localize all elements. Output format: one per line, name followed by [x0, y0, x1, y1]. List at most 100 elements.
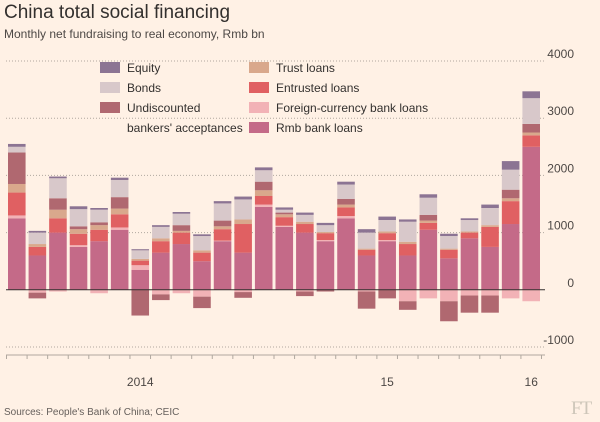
bar-segment-trust: [337, 204, 355, 208]
bar-segment-trust: [522, 132, 540, 136]
bar-segment-foreign: [90, 289, 108, 294]
bar-segment-entrusted: [90, 229, 108, 242]
bar-segment-foreign: [8, 215, 26, 219]
bar-segment-equity: [501, 161, 520, 170]
bar-segment-rmb: [398, 255, 417, 290]
legend-swatch-foreign: [249, 102, 269, 113]
bar-segment-foreign: [460, 289, 479, 296]
bar-segment-trust: [378, 231, 396, 234]
bar-segment-rmb: [254, 206, 273, 290]
legend-swatch-rmb: [249, 122, 269, 133]
bar-segment-entrusted: [378, 233, 396, 241]
bar-segment-bonds: [213, 203, 232, 221]
bar-segment-rmb: [69, 246, 88, 290]
bar-segment-equity: [481, 204, 499, 208]
bar-segment-foreign: [193, 289, 211, 297]
legend-swatch-entrusted: [249, 82, 269, 93]
bar-segment-bonds: [254, 170, 273, 182]
legend-label-undiscounted-line2: bankers' acceptances: [127, 121, 243, 135]
bar-segment-foreign: [69, 245, 88, 247]
y-tick-label: 2000: [547, 161, 574, 175]
x-tick-label: 15: [380, 375, 394, 389]
bar-segment-trust: [110, 208, 129, 215]
bar-segment-foreign: [296, 289, 314, 292]
bar-segment-entrusted: [419, 222, 438, 230]
bar-segment-bonds: [131, 250, 150, 259]
bar-segment-trust: [398, 241, 417, 245]
bar-segment-trust: [357, 248, 376, 250]
bar-segment-trust: [8, 183, 26, 193]
x-tick-label: 2014: [127, 375, 154, 389]
bar-segment-bonds: [193, 236, 211, 251]
bar-segment-bonds: [481, 208, 499, 226]
bar-segment-bonds: [90, 209, 108, 223]
bar-segment-equity: [419, 194, 438, 198]
bar-segment-entrusted: [28, 246, 47, 256]
bar-segment-entrusted: [131, 260, 150, 266]
y-tick-label: 4000: [547, 47, 574, 61]
bar-segment-rmb: [131, 269, 150, 290]
bar-segment-equity: [337, 181, 355, 185]
bars: [8, 91, 540, 322]
bar-segment-equity: [90, 208, 108, 210]
bar-segment-foreign: [172, 289, 191, 294]
bar-segment-entrusted: [398, 244, 417, 256]
bar-segment-equity: [275, 207, 294, 210]
bar-segment-foreign: [419, 289, 438, 299]
chart-subtitle: Monthly net fundraising to real economy,…: [4, 27, 265, 41]
bar-segment-bonds: [110, 179, 129, 198]
bar-segment-undiscounted: [440, 301, 458, 322]
bar-segment-trust: [90, 225, 108, 230]
bar-segment-undiscounted: [49, 198, 67, 210]
bar-segment-equity: [378, 216, 396, 221]
bar-segment-rmb: [440, 258, 458, 290]
bar-segment-entrusted: [275, 217, 294, 226]
bar-segment-bonds: [501, 169, 520, 190]
bar-segment-undiscounted: [398, 301, 417, 310]
bar-segment-foreign: [110, 227, 129, 230]
legend-label-foreign: Foreign-currency bank loans: [276, 101, 428, 115]
bar-segment-rmb: [49, 232, 67, 290]
bar-segment-undiscounted: [275, 212, 294, 215]
bar-segment-trust: [131, 258, 150, 261]
bar-segment-equity: [193, 234, 211, 237]
bar-segment-rmb: [152, 252, 170, 290]
bar-segment-equity: [28, 230, 47, 233]
bar-segment-bonds: [460, 220, 479, 232]
bar-segment-entrusted: [481, 226, 499, 247]
bar-segment-entrusted: [296, 224, 314, 233]
bar-segment-undiscounted: [8, 152, 26, 184]
bar-segment-undiscounted: [152, 294, 170, 301]
bar-segment-equity: [152, 225, 170, 227]
legend-label-undiscounted: Undiscounted: [127, 101, 200, 115]
bar-segment-undiscounted: [172, 225, 191, 231]
bar-segment-entrusted: [8, 192, 26, 216]
bar-segment-rmb: [378, 241, 396, 290]
bar-segment-rmb: [337, 218, 355, 290]
bar-segment-undiscounted: [254, 181, 273, 191]
bar-segment-trust: [69, 229, 88, 234]
bar-segment-trust: [440, 248, 458, 250]
bar-segment-bonds: [419, 197, 438, 215]
bar-segment-bonds: [49, 178, 67, 199]
bar-segment-equity: [131, 249, 150, 251]
bar-segment-undiscounted: [213, 220, 232, 227]
bar-segment-undiscounted: [110, 197, 129, 209]
legend-swatch-undiscounted: [100, 102, 120, 113]
y-tick-label: -1000: [543, 333, 574, 347]
bar-segment-entrusted: [337, 207, 355, 217]
bar-segment-undiscounted: [501, 189, 520, 199]
bar-segment-undiscounted: [316, 289, 335, 292]
bar-segment-entrusted: [152, 241, 170, 253]
bar-segment-undiscounted: [481, 295, 499, 313]
source-note: Sources: People's Bank of China; CEIC: [4, 407, 180, 418]
bar-segment-equity: [357, 229, 376, 233]
legend-label-rmb: Rmb bank loans: [276, 121, 363, 135]
bar-segment-bonds: [8, 146, 26, 153]
bar-segment-bonds: [28, 232, 47, 245]
bar-segment-bonds: [275, 209, 294, 213]
bar-segment-rmb: [234, 252, 252, 290]
bar-segment-equity: [49, 176, 67, 179]
bar-segment-equity: [460, 218, 479, 221]
bar-segment-bonds: [398, 221, 417, 242]
